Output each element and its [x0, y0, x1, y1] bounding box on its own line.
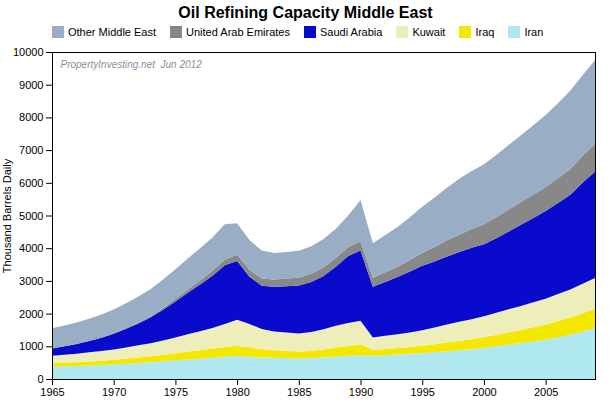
svg-text:1965: 1965 [40, 386, 64, 398]
html-text:Oil Refining Capacity Middle E: Oil Refining Capacity Middle East [178, 4, 433, 21]
svg-text:9000: 9000 [19, 79, 43, 91]
html-text:Saudi Arabia: Saudi Arabia [320, 26, 383, 38]
svg-text:4000: 4000 [19, 242, 43, 254]
html-text:United Arab Emirates: United Arab Emirates [186, 26, 290, 38]
svg-text:6000: 6000 [19, 177, 43, 189]
html-text:Iran: Iran [524, 26, 544, 38]
svg-text:2000: 2000 [472, 386, 496, 398]
svg-text:1000: 1000 [19, 340, 43, 352]
svg-text:2000: 2000 [19, 308, 43, 320]
svg-text:PropertyInvesting.net Jun 201: PropertyInvesting.net Jun 2012 [61, 59, 203, 70]
svg-text:1975: 1975 [164, 386, 188, 398]
html-text:Other Middle East: Other Middle East [68, 26, 156, 38]
svg-text:1985: 1985 [287, 386, 311, 398]
svg-text:2005: 2005 [534, 386, 558, 398]
svg-text:0: 0 [37, 373, 43, 385]
svg-text:1995: 1995 [410, 386, 434, 398]
svg-text:1990: 1990 [349, 386, 373, 398]
svg-text:1970: 1970 [102, 386, 126, 398]
html-text:Kuwait: Kuwait [412, 26, 446, 38]
html-text:Iraq: Iraq [475, 26, 495, 38]
svg-text:1980: 1980 [225, 386, 249, 398]
svg-text:5000: 5000 [19, 210, 43, 222]
svg-text:8000: 8000 [19, 111, 43, 123]
svg-text:Thousand Barrels Daily: Thousand Barrels Daily [1, 158, 13, 273]
svg-text:3000: 3000 [19, 275, 43, 287]
svg-text:10000: 10000 [13, 46, 44, 58]
svg-text:7000: 7000 [19, 144, 43, 156]
